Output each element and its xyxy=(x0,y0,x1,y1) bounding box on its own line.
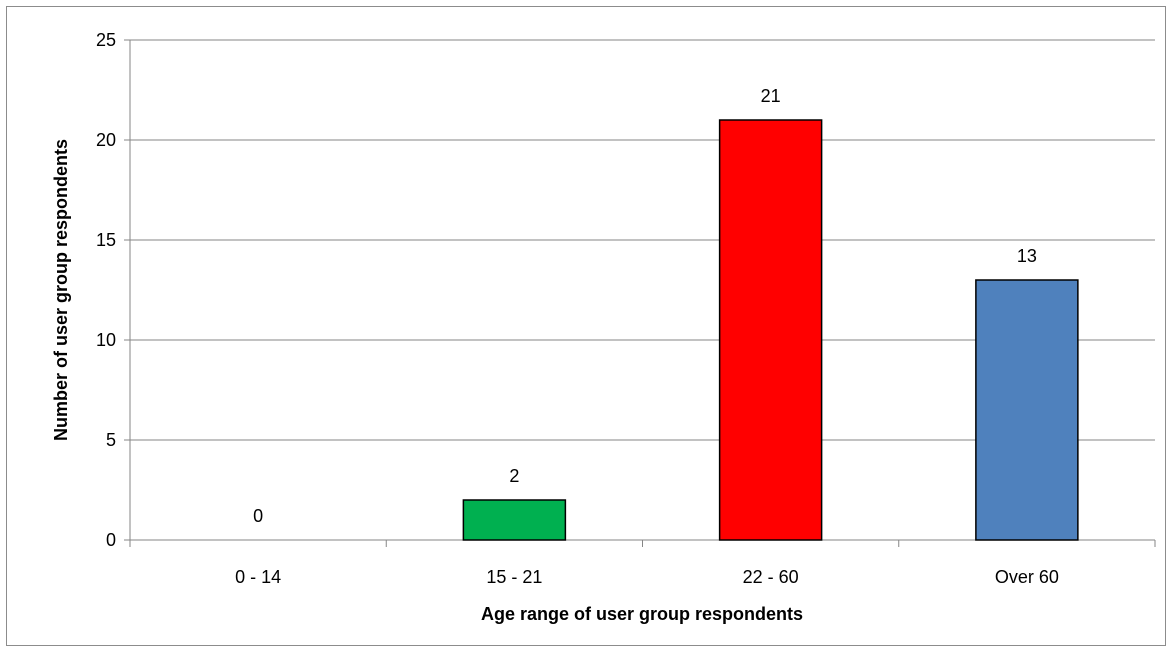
chart-frame xyxy=(6,6,1166,646)
y-tick-label: 20 xyxy=(96,130,116,150)
y-tick-label: 10 xyxy=(96,330,116,350)
x-tick-label: 22 - 60 xyxy=(743,567,799,587)
x-tick-label: 0 - 14 xyxy=(235,567,281,587)
bar-22-60 xyxy=(718,119,823,541)
data-label: 13 xyxy=(1017,246,1037,266)
y-tick-label: 25 xyxy=(96,30,116,50)
x-tick-label: 15 - 21 xyxy=(486,567,542,587)
data-labels: 0 2 21 13 xyxy=(253,86,1037,526)
y-tick-label: 15 xyxy=(96,230,116,250)
x-tick-labels: 0 - 14 15 - 21 22 - 60 Over 60 xyxy=(235,567,1059,587)
data-label: 0 xyxy=(253,506,263,526)
data-label: 2 xyxy=(509,466,519,486)
bar-15-21 xyxy=(462,499,567,541)
y-axis-title: Number of user group respondents xyxy=(51,139,71,441)
bar-over60 xyxy=(975,279,1079,541)
y-tick-labels: 0 5 10 15 20 25 xyxy=(96,30,116,550)
y-tick-label: 5 xyxy=(106,430,116,450)
y-tick-label: 0 xyxy=(106,530,116,550)
x-axis-title: Age range of user group respondents xyxy=(481,604,803,624)
x-tick-label: Over 60 xyxy=(995,567,1059,587)
bars xyxy=(462,119,1079,541)
data-label: 21 xyxy=(761,86,781,106)
